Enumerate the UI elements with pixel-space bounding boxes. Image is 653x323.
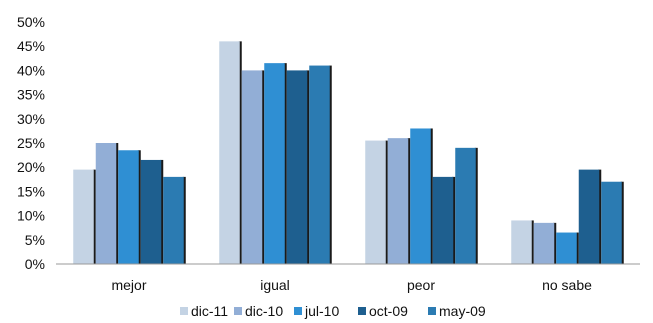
- bar-shadow: [575, 232, 579, 264]
- bar-shadow: [182, 176, 186, 264]
- bar-shadow: [553, 222, 557, 264]
- bar-dic-11-igual: [219, 41, 240, 264]
- bar-series-group: [73, 41, 624, 265]
- bar-shadow: [92, 169, 96, 264]
- bar-may-09-no-sabe: [601, 181, 622, 264]
- bar-shadow: [598, 169, 602, 264]
- bar-oct-09-no-sabe: [578, 169, 600, 264]
- legend-swatch-may-09: [428, 307, 436, 315]
- bar-dic-10-igual: [241, 70, 263, 265]
- legend-label-dic-11: dic-11: [191, 303, 228, 319]
- bar-dic-10-no-sabe: [533, 222, 555, 264]
- y-tick-label: 50%: [17, 14, 45, 30]
- bar-shadow: [328, 65, 332, 264]
- bar-shadow: [238, 41, 242, 264]
- y-tick-label: 5%: [25, 232, 45, 248]
- bar-shadow: [160, 159, 164, 264]
- bar-jul-10-no-sabe: [556, 232, 577, 264]
- bar-may-09-igual: [309, 65, 330, 264]
- x-category-label: mejor: [111, 277, 146, 293]
- bar-shadow: [137, 150, 141, 264]
- bar-dic-10-peor: [387, 138, 409, 264]
- y-tick-label: 0%: [25, 256, 45, 272]
- y-tick-label: 10%: [17, 208, 45, 224]
- bar-dic-11-peor: [365, 140, 386, 264]
- bar-shadow: [261, 70, 265, 265]
- x-category-label: no sabe: [542, 277, 592, 293]
- bar-may-09-mejor: [163, 176, 184, 264]
- legend-swatch-dic-10: [234, 307, 242, 315]
- y-tick-label: 35%: [17, 87, 45, 103]
- x-category-label: igual: [260, 277, 290, 293]
- bar-dic-11-mejor: [73, 169, 94, 264]
- bar-dic-10-mejor: [95, 143, 117, 264]
- bar-shadow: [530, 220, 534, 264]
- legend: dic-11 dic-10 jul-10 oct-09 may-09: [180, 303, 486, 319]
- bar-shadow: [283, 63, 287, 264]
- bar-oct-09-mejor: [140, 159, 162, 264]
- bar-shadow: [429, 128, 433, 264]
- legend-swatch-oct-09: [358, 307, 366, 315]
- bar-jul-10-mejor: [118, 150, 139, 264]
- bar-jul-10-igual: [264, 63, 285, 264]
- x-category-label: peor: [407, 277, 435, 293]
- y-tick-label: 40%: [17, 62, 45, 78]
- legend-label-dic-10: dic-10: [245, 303, 283, 319]
- bar-dic-11-no-sabe: [511, 220, 532, 264]
- legend-swatch-dic-11: [180, 307, 188, 315]
- bar-jul-10-peor: [410, 128, 431, 264]
- bar-shadow: [452, 176, 456, 264]
- legend-swatch-jul-10: [294, 307, 302, 315]
- bar-may-09-peor: [455, 147, 476, 264]
- y-tick-label: 25%: [17, 135, 45, 151]
- x-axis-category-labels: mejor igual peor no sabe: [111, 277, 592, 293]
- bar-shadow: [306, 70, 310, 265]
- bar-shadow: [474, 147, 478, 264]
- legend-label-oct-09: oct-09: [369, 303, 408, 319]
- bar-shadow: [115, 143, 119, 264]
- y-tick-label: 45%: [17, 38, 45, 54]
- bar-oct-09-peor: [432, 176, 454, 264]
- legend-label-may-09: may-09: [439, 303, 486, 319]
- bar-shadow: [620, 181, 624, 264]
- bar-shadow: [407, 138, 411, 264]
- y-tick-label: 15%: [17, 183, 45, 199]
- y-tick-label: 20%: [17, 159, 45, 175]
- bar-shadow: [384, 140, 388, 264]
- y-axis-tick-labels: 0% 5% 10% 15% 20% 25% 30% 35% 40% 45% 50%: [17, 14, 45, 272]
- bar-oct-09-igual: [286, 70, 308, 265]
- y-tick-label: 30%: [17, 111, 45, 127]
- legend-label-jul-10: jul-10: [304, 303, 339, 319]
